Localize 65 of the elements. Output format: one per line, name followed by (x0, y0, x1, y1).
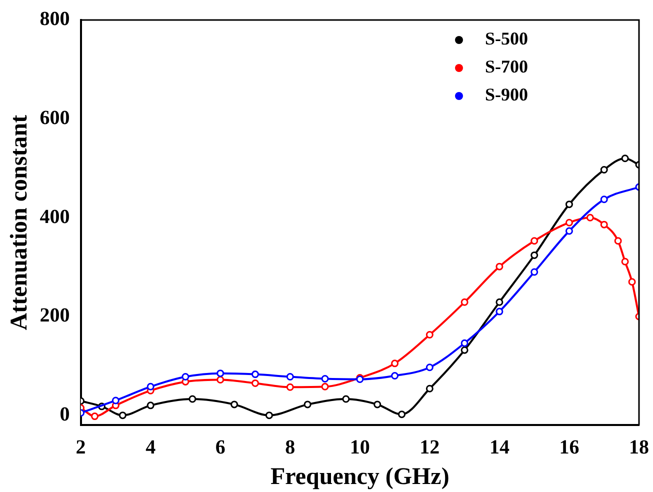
point (614, 237, 622, 245)
point (565, 218, 573, 226)
point (286, 383, 294, 391)
point (460, 346, 468, 354)
point (600, 220, 608, 228)
point (112, 396, 120, 404)
x-tick-label: 8 (285, 436, 296, 458)
point (321, 382, 329, 390)
point (530, 251, 538, 259)
point (286, 373, 294, 381)
point (496, 298, 504, 306)
y-tick-label: 800 (40, 8, 70, 30)
point (391, 360, 399, 368)
point (321, 375, 329, 382)
point (530, 268, 538, 276)
point (91, 412, 99, 420)
point (460, 298, 468, 306)
x-tick-label: 10 (350, 436, 370, 458)
y-tick-label: 400 (40, 206, 70, 228)
point (230, 400, 238, 408)
point (398, 410, 406, 418)
point (426, 384, 434, 392)
point (304, 400, 312, 408)
point (342, 395, 350, 403)
point (391, 372, 399, 380)
point (426, 364, 434, 372)
x-tick-label: 14 (489, 436, 510, 458)
point (118, 412, 126, 420)
point (188, 395, 196, 403)
point (146, 402, 154, 410)
y-tick-label: 0 (60, 403, 70, 426)
point (496, 308, 504, 316)
point (586, 214, 594, 222)
x-tick-label: 2 (76, 436, 86, 458)
point (565, 227, 573, 235)
point (251, 379, 259, 387)
x-axis-title: Frequency (GHz) (270, 464, 450, 490)
point (621, 154, 629, 162)
point (216, 376, 224, 384)
point (426, 331, 434, 339)
x-tick-label: 12 (420, 436, 440, 458)
point (216, 370, 224, 378)
y-axis-title: Attenuation constant (6, 114, 33, 330)
point (600, 196, 608, 204)
point (374, 400, 382, 408)
x-tick-label: 6 (215, 436, 226, 458)
legend-label: S-700 (485, 56, 528, 77)
y-tick-label: 600 (40, 107, 70, 129)
point (251, 370, 259, 378)
legend-label: S-500 (485, 28, 528, 49)
point (565, 200, 573, 208)
x-tick-label: 4 (146, 436, 156, 458)
point (600, 166, 608, 174)
point (496, 262, 504, 270)
point (265, 412, 273, 420)
x-tick-label: 16 (559, 436, 580, 458)
point (628, 278, 636, 286)
point (460, 339, 468, 347)
legend-label: S-900 (485, 84, 528, 105)
y-tick-label: 200 (40, 304, 70, 327)
point (182, 373, 190, 381)
x-tick-label: 18 (629, 436, 649, 458)
point (146, 382, 154, 390)
point (621, 258, 629, 266)
point (530, 237, 538, 245)
